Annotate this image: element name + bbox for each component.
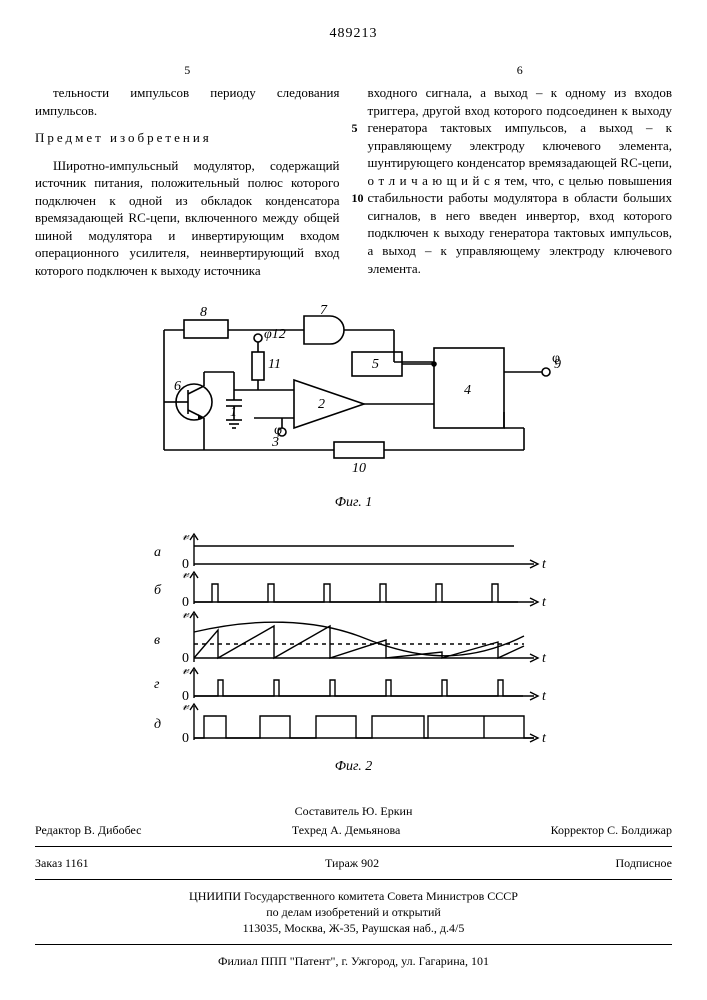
label-11: 11 (268, 357, 281, 372)
left-col-number: 5 (35, 62, 340, 78)
svg-text:φ: φ (274, 423, 282, 438)
corrector: Корректор С. Болдижар (551, 822, 672, 838)
margin-line-10: 10 (352, 190, 364, 206)
svg-text:𝓋: 𝓋 (182, 607, 190, 622)
label-8: 8 (200, 305, 207, 320)
label-7: 7 (320, 303, 328, 318)
order-no: Заказ 1161 (35, 855, 89, 871)
org-line-1: ЦНИИПИ Государственного комитета Совета … (35, 888, 672, 904)
label-4: 4 (464, 383, 471, 398)
circuit-diagram: 1 2 3 4 5 6 7 8 9 10 11 φ12 φ φ (134, 302, 574, 492)
right-col-number: 6 (368, 62, 673, 78)
svg-text:t: t (542, 731, 547, 746)
figure-1: 1 2 3 4 5 6 7 8 9 10 11 φ12 φ φ Фиг. 1 (35, 302, 672, 513)
addr2: Филиал ППП "Патент", г. Ужгород, ул. Гаг… (35, 953, 672, 969)
row-b: б (154, 583, 162, 598)
fig2-caption: Фиг. 2 (35, 758, 672, 777)
margin-line-5: 5 (352, 120, 358, 136)
techred: Техред А. Демьянова (292, 822, 400, 838)
svg-text:𝓋: 𝓋 (182, 663, 190, 678)
timing-diagram: а 𝓋 0 t б 𝓋 0 t в 𝓋 (134, 526, 574, 756)
label-12: φ12 (264, 327, 286, 342)
label-2: 2 (318, 397, 325, 412)
row-v: в (154, 633, 160, 648)
row-g: г (154, 677, 160, 692)
left-body: Широтно-импульсный модулятор, содержащий… (35, 157, 340, 280)
right-body: входного сигнала, а выход – к одному из … (368, 84, 673, 277)
fig1-caption: Фиг. 1 (35, 494, 672, 513)
label-6: 6 (174, 379, 181, 394)
svg-text:t: t (542, 557, 547, 572)
tirazh: Тираж 902 (325, 855, 379, 871)
label-10: 10 (352, 461, 366, 476)
compiler: Составитель Ю. Еркин (35, 803, 672, 819)
right-column: 6 5 10 входного сигнала, а выход – к одн… (368, 62, 673, 288)
left-intro: тельности импульсов периоду следования и… (35, 84, 340, 119)
patent-number: 489213 (35, 25, 672, 44)
row-a: а (154, 545, 161, 560)
text-columns: 5 тельности импульсов периоду следования… (35, 62, 672, 288)
svg-text:𝓋: 𝓋 (182, 699, 190, 714)
label-1: 1 (230, 405, 237, 420)
svg-text:𝓋: 𝓋 (182, 567, 190, 582)
svg-text:0: 0 (182, 731, 189, 746)
addr1: 113035, Москва, Ж-35, Раушская наб., д.4… (35, 920, 672, 936)
podpisnoe: Подписное (616, 855, 673, 871)
left-column: 5 тельности импульсов периоду следования… (35, 62, 340, 288)
editor: Редактор В. Дибобес (35, 822, 142, 838)
svg-text:𝓋: 𝓋 (182, 529, 190, 544)
label-5: 5 (372, 357, 379, 372)
org-line-2: по делам изобретений и открытий (35, 904, 672, 920)
svg-text:t: t (542, 689, 547, 704)
svg-text:φ: φ (552, 351, 560, 366)
footer: Составитель Ю. Еркин Редактор В. Дибобес… (35, 803, 672, 969)
svg-text:t: t (542, 595, 547, 610)
section-heading: Предмет изобретения (35, 129, 340, 147)
figure-2: а 𝓋 0 t б 𝓋 0 t в 𝓋 (35, 526, 672, 777)
svg-text:t: t (542, 651, 547, 666)
row-d: д (154, 717, 161, 732)
